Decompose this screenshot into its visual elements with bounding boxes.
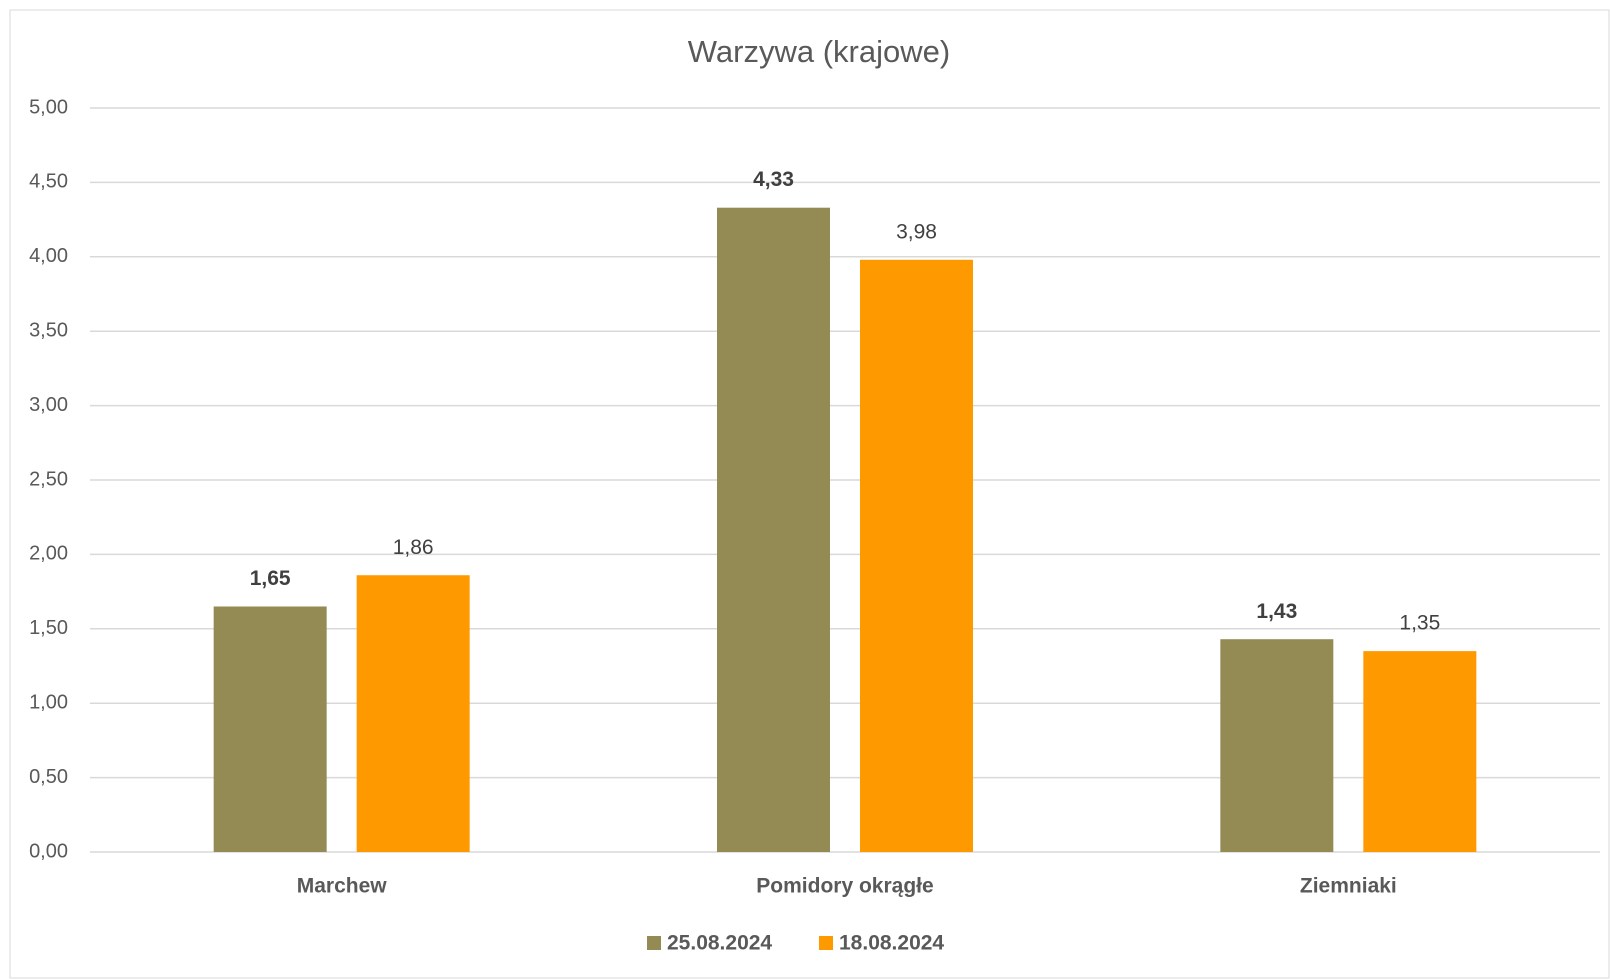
chart-title: Warzywa (krajowe) [688, 34, 950, 69]
y-tick-label: 2,00 [29, 543, 68, 565]
data-label: 4,33 [753, 168, 794, 191]
data-label: 1,35 [1399, 612, 1440, 635]
legend-label: 18.08.2024 [839, 932, 944, 955]
bar [717, 207, 830, 853]
legend-label: 25.08.2024 [667, 932, 772, 955]
bar [1363, 651, 1477, 852]
y-tick-label: 0,00 [29, 840, 68, 862]
data-label: 3,98 [896, 220, 937, 243]
y-tick-label: 4,50 [29, 171, 68, 193]
y-tick-label: 1,00 [29, 691, 68, 713]
legend-swatch [819, 936, 833, 950]
x-tick-label: Ziemniaki [1300, 875, 1397, 898]
bar [213, 606, 327, 852]
data-label: 1,65 [250, 567, 291, 590]
bar [1220, 639, 1334, 852]
x-tick-label: Marchew [297, 875, 388, 898]
y-tick-label: 3,00 [29, 394, 68, 416]
y-tick-label: 3,50 [29, 319, 68, 341]
y-tick-label: 0,50 [29, 766, 68, 788]
y-tick-label: 5,00 [29, 96, 68, 118]
data-label: 1,86 [393, 536, 434, 559]
y-tick-label: 2,50 [29, 468, 68, 490]
legend-swatch [647, 936, 661, 950]
y-tick-label: 4,00 [29, 245, 68, 267]
bar [860, 259, 973, 852]
bar [356, 575, 470, 852]
x-tick-label: Pomidory okrągłe [756, 875, 933, 898]
y-tick-label: 1,50 [29, 617, 68, 639]
data-label: 1,43 [1256, 600, 1297, 623]
